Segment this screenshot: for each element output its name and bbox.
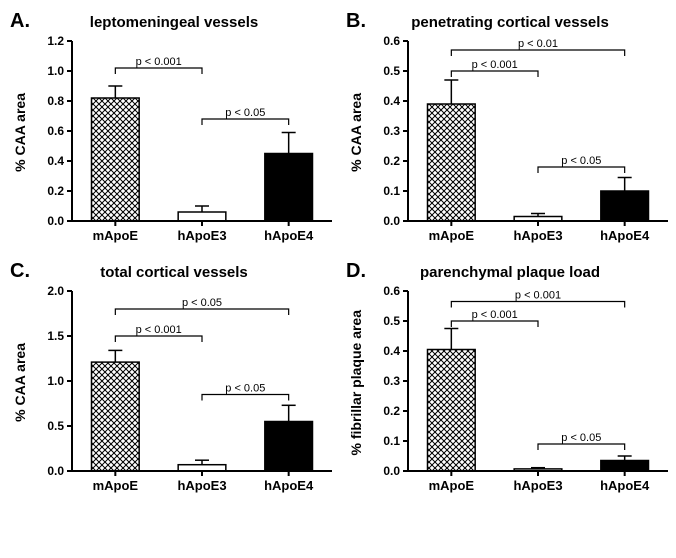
svg-text:p < 0.01: p < 0.01: [518, 38, 558, 50]
svg-text:mApoE: mApoE: [93, 228, 139, 243]
svg-text:hApoE4: hApoE4: [600, 228, 650, 243]
svg-text:0.0: 0.0: [47, 214, 64, 228]
svg-text:p < 0.05: p < 0.05: [561, 432, 601, 444]
bar-chart: 0.0 0.1 0.2 0.3 0.4 0.5 0.6 mApoE hApoE3 hApoE4 p …: [364, 35, 674, 250]
svg-text:0.3: 0.3: [383, 374, 400, 388]
svg-text:p < 0.001: p < 0.001: [515, 290, 561, 302]
svg-text:0.6: 0.6: [383, 35, 400, 48]
svg-text:p < 0.05: p < 0.05: [561, 155, 601, 167]
panel-letter: B.: [346, 10, 366, 33]
svg-text:0.2: 0.2: [383, 154, 400, 168]
svg-text:0.4: 0.4: [383, 344, 400, 358]
panel-letter: C.: [10, 260, 30, 283]
y-axis-label: % CAA area: [10, 93, 28, 172]
y-axis-label: % CAA area: [346, 93, 364, 172]
svg-text:hApoE3: hApoE3: [177, 478, 226, 493]
svg-text:0.0: 0.0: [383, 464, 400, 478]
svg-text:p < 0.001: p < 0.001: [472, 309, 518, 321]
svg-text:0.1: 0.1: [383, 434, 400, 448]
svg-text:0.5: 0.5: [47, 419, 64, 433]
svg-text:0.4: 0.4: [383, 94, 400, 108]
y-axis-label: % fibrillar plaque area: [346, 310, 364, 456]
svg-text:hApoE3: hApoE3: [177, 228, 226, 243]
svg-text:0.8: 0.8: [47, 94, 64, 108]
svg-text:p < 0.05: p < 0.05: [225, 107, 265, 119]
svg-text:mApoE: mApoE: [429, 228, 475, 243]
bar-chart: 0.0 0.1 0.2 0.3 0.4 0.5 0.6 mApoE hApoE3 hApoE4 p …: [364, 285, 674, 500]
panel: C.total cortical vessels % CAA area 0.0 0.5…: [10, 260, 338, 500]
svg-text:hApoE3: hApoE3: [513, 228, 562, 243]
svg-text:0.6: 0.6: [383, 285, 400, 298]
svg-text:2.0: 2.0: [47, 285, 64, 298]
svg-text:0.6: 0.6: [47, 124, 64, 138]
svg-text:0.0: 0.0: [47, 464, 64, 478]
svg-text:hApoE3: hApoE3: [513, 478, 562, 493]
svg-text:0.2: 0.2: [47, 184, 64, 198]
panel-title: parenchymal plaque load: [346, 264, 674, 281]
svg-text:p < 0.001: p < 0.001: [136, 56, 182, 68]
y-axis-label: % CAA area: [10, 343, 28, 422]
panel: B.penetrating cortical vessels % CAA area…: [346, 10, 674, 250]
bar-chart: 0.0 0.5 1.0 1.5 2.0 mApoE hApoE3 hApoE4 p < 0.05…: [28, 285, 338, 500]
svg-text:0.3: 0.3: [383, 124, 400, 138]
svg-text:0.4: 0.4: [47, 154, 64, 168]
svg-text:1.0: 1.0: [47, 64, 64, 78]
svg-text:1.5: 1.5: [47, 329, 64, 343]
svg-text:hApoE4: hApoE4: [264, 478, 314, 493]
svg-text:1.2: 1.2: [47, 35, 64, 48]
svg-text:p < 0.05: p < 0.05: [225, 383, 265, 395]
bar-chart: 0.0 0.2 0.4 0.6 0.8 1.0 1.2 mApoE hApoE3 hApoE4 p …: [28, 35, 338, 250]
svg-text:mApoE: mApoE: [429, 478, 475, 493]
svg-text:p < 0.05: p < 0.05: [182, 297, 222, 309]
panel-letter: D.: [346, 260, 366, 283]
svg-text:0.0: 0.0: [383, 214, 400, 228]
svg-text:p < 0.001: p < 0.001: [136, 324, 182, 336]
panel: A.leptomeningeal vessels % CAA area 0.0 0.2…: [10, 10, 338, 250]
svg-text:p < 0.001: p < 0.001: [472, 59, 518, 71]
svg-text:hApoE4: hApoE4: [600, 478, 650, 493]
svg-text:mApoE: mApoE: [93, 478, 139, 493]
svg-text:hApoE4: hApoE4: [264, 228, 314, 243]
svg-text:0.2: 0.2: [383, 404, 400, 418]
panel-title: total cortical vessels: [10, 264, 338, 281]
svg-text:1.0: 1.0: [47, 374, 64, 388]
panel-title: penetrating cortical vessels: [346, 14, 674, 31]
svg-text:0.5: 0.5: [383, 64, 400, 78]
panel-title: leptomeningeal vessels: [10, 14, 338, 31]
svg-text:0.1: 0.1: [383, 184, 400, 198]
panel: D.parenchymal plaque load % fibrillar pla…: [346, 260, 674, 500]
svg-text:0.5: 0.5: [383, 314, 400, 328]
panel-letter: A.: [10, 10, 30, 33]
